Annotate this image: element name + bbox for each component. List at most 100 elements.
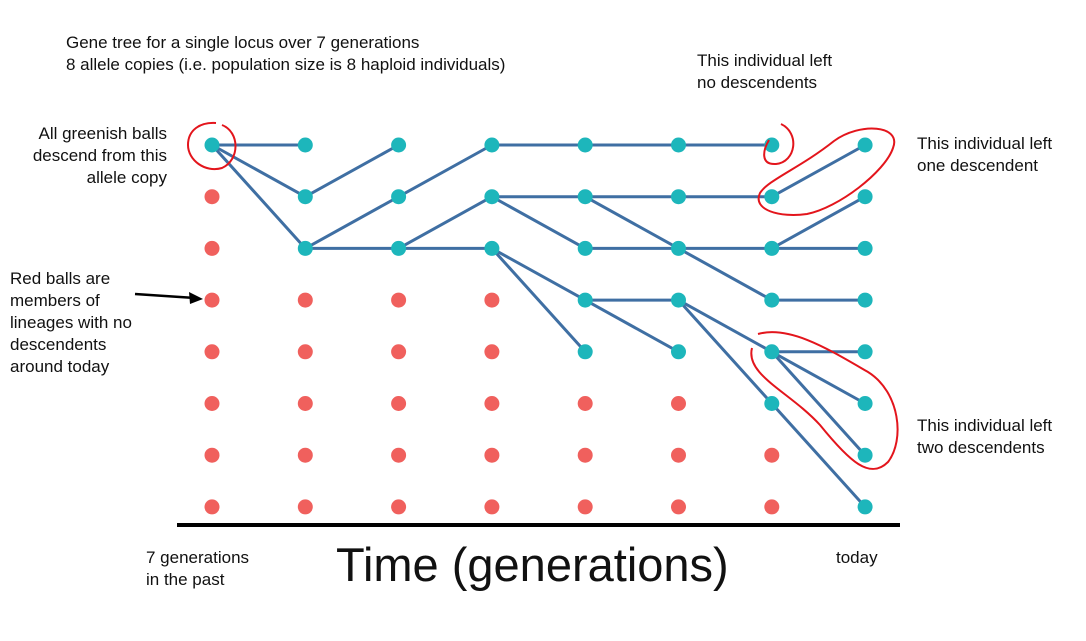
axis-title: Time (generations) [336, 538, 729, 591]
lineage-edge [770, 350, 867, 405]
highlight-circles [186, 121, 899, 470]
red-allele-ball [204, 292, 220, 308]
lineage-edge [490, 246, 587, 354]
teal-allele-ball [391, 189, 407, 205]
teal-allele-ball [484, 137, 500, 153]
note-greenish-line-1: All greenish balls [38, 124, 167, 143]
note-two-descendents-line-1: This individual left [917, 416, 1053, 435]
teal-allele-ball [671, 344, 686, 360]
teal-allele-ball [204, 137, 220, 153]
lineage-edge [770, 143, 867, 199]
red-allele-ball [671, 447, 686, 463]
teal-allele-ball [764, 189, 780, 205]
lineage-edge [210, 143, 307, 250]
axis-label-past-line-2: in the past [146, 570, 225, 589]
teal-allele-ball [484, 240, 500, 256]
teal-allele-ball [764, 240, 780, 256]
diagram-title: Gene tree for a single locus over 7 gene… [66, 32, 505, 76]
red-allele-ball [391, 292, 407, 308]
red-allele-ball [484, 499, 500, 515]
teal-allele-ball [671, 137, 686, 153]
red-allele-ball [204, 344, 220, 360]
lineage-edge [397, 143, 494, 199]
red-allele-ball [297, 344, 313, 360]
axis-label-today: today [836, 548, 878, 567]
lineage-edge [583, 298, 680, 354]
teal-allele-ball [764, 396, 780, 411]
teal-allele-ball [484, 189, 500, 205]
red-allele-ball [484, 447, 500, 463]
teal-allele-ball [577, 292, 593, 308]
red-allele-ball [297, 292, 313, 308]
note-greenish-line-3: allele copy [86, 168, 167, 187]
lineage-edge [583, 195, 680, 250]
note-red-line-2: members of [10, 291, 100, 310]
lineage-edge [677, 246, 774, 302]
lineage-edge [210, 143, 307, 199]
red-allele-ball [204, 189, 220, 205]
lineage-edge [770, 402, 867, 509]
teal-allele-ball [671, 189, 686, 205]
teal-allele-ball [297, 137, 313, 153]
teal-allele-ball [857, 292, 873, 308]
red-allele-ball [391, 499, 407, 515]
note-one-descendent: This individual left one descendent [917, 133, 1052, 177]
note-no-descendents: This individual left no descendents [697, 50, 832, 94]
teal-allele-ball [857, 240, 873, 256]
title-line-1: Gene tree for a single locus over 7 gene… [66, 33, 420, 52]
note-red-balls: Red balls are members of lineages with n… [10, 268, 160, 378]
red-allele-ball [764, 499, 780, 515]
axis-label-past: 7 generations in the past [146, 547, 249, 591]
note-red-line-4: descendents [10, 335, 107, 354]
lineage-edge [770, 195, 867, 250]
red-allele-ball [204, 447, 220, 463]
red-allele-ball [297, 499, 313, 515]
note-no-descendents-line-2: no descendents [697, 73, 818, 92]
note-one-descendent-line-2: one descendent [917, 156, 1038, 175]
red-allele-ball [204, 396, 220, 411]
teal-allele-ball [671, 240, 686, 256]
title-line-2: 8 allele copies (i.e. population size is… [66, 55, 506, 74]
teal-allele-ball [764, 344, 780, 360]
red-allele-ball [577, 447, 593, 463]
red-allele-ball [297, 447, 313, 463]
red-allele-ball [764, 447, 780, 463]
lineage-edge [770, 350, 867, 457]
teal-allele-ball [577, 240, 593, 256]
allele-nodes [204, 137, 873, 515]
lineage-edge [677, 298, 774, 405]
red-allele-ball [391, 396, 407, 411]
teal-allele-ball [391, 137, 407, 153]
red-allele-ball [577, 396, 593, 411]
red-allele-ball [297, 396, 313, 411]
lineage-edges [210, 143, 867, 509]
teal-allele-ball [391, 240, 407, 256]
teal-allele-ball [857, 137, 873, 153]
teal-allele-ball [857, 499, 873, 515]
teal-allele-ball [577, 344, 593, 360]
note-greenish-line-2: descend from this [32, 146, 167, 165]
axis-label-past-line-1: 7 generations [146, 548, 250, 567]
note-red-line-1: Red balls are [10, 269, 111, 288]
teal-allele-ball [857, 189, 873, 205]
red-allele-ball [391, 344, 407, 360]
teal-allele-ball [297, 189, 313, 205]
teal-allele-ball [671, 292, 686, 308]
teal-allele-ball [577, 189, 593, 205]
red-allele-ball [484, 344, 500, 360]
teal-allele-ball [764, 292, 780, 308]
circle-two-descendents [750, 331, 899, 470]
lineage-edge [397, 195, 494, 250]
arrow-icon [134, 292, 203, 304]
lineage-edge [490, 195, 587, 250]
teal-allele-ball [577, 137, 593, 153]
note-one-descendent-line-1: This individual left [917, 134, 1053, 153]
note-two-descendents: This individual left two descendents [917, 415, 1052, 459]
red-allele-ball [391, 447, 407, 463]
lineage-edge [677, 298, 774, 354]
red-allele-ball [204, 499, 220, 515]
red-allele-ball [484, 292, 500, 308]
lineage-edge [303, 143, 401, 199]
